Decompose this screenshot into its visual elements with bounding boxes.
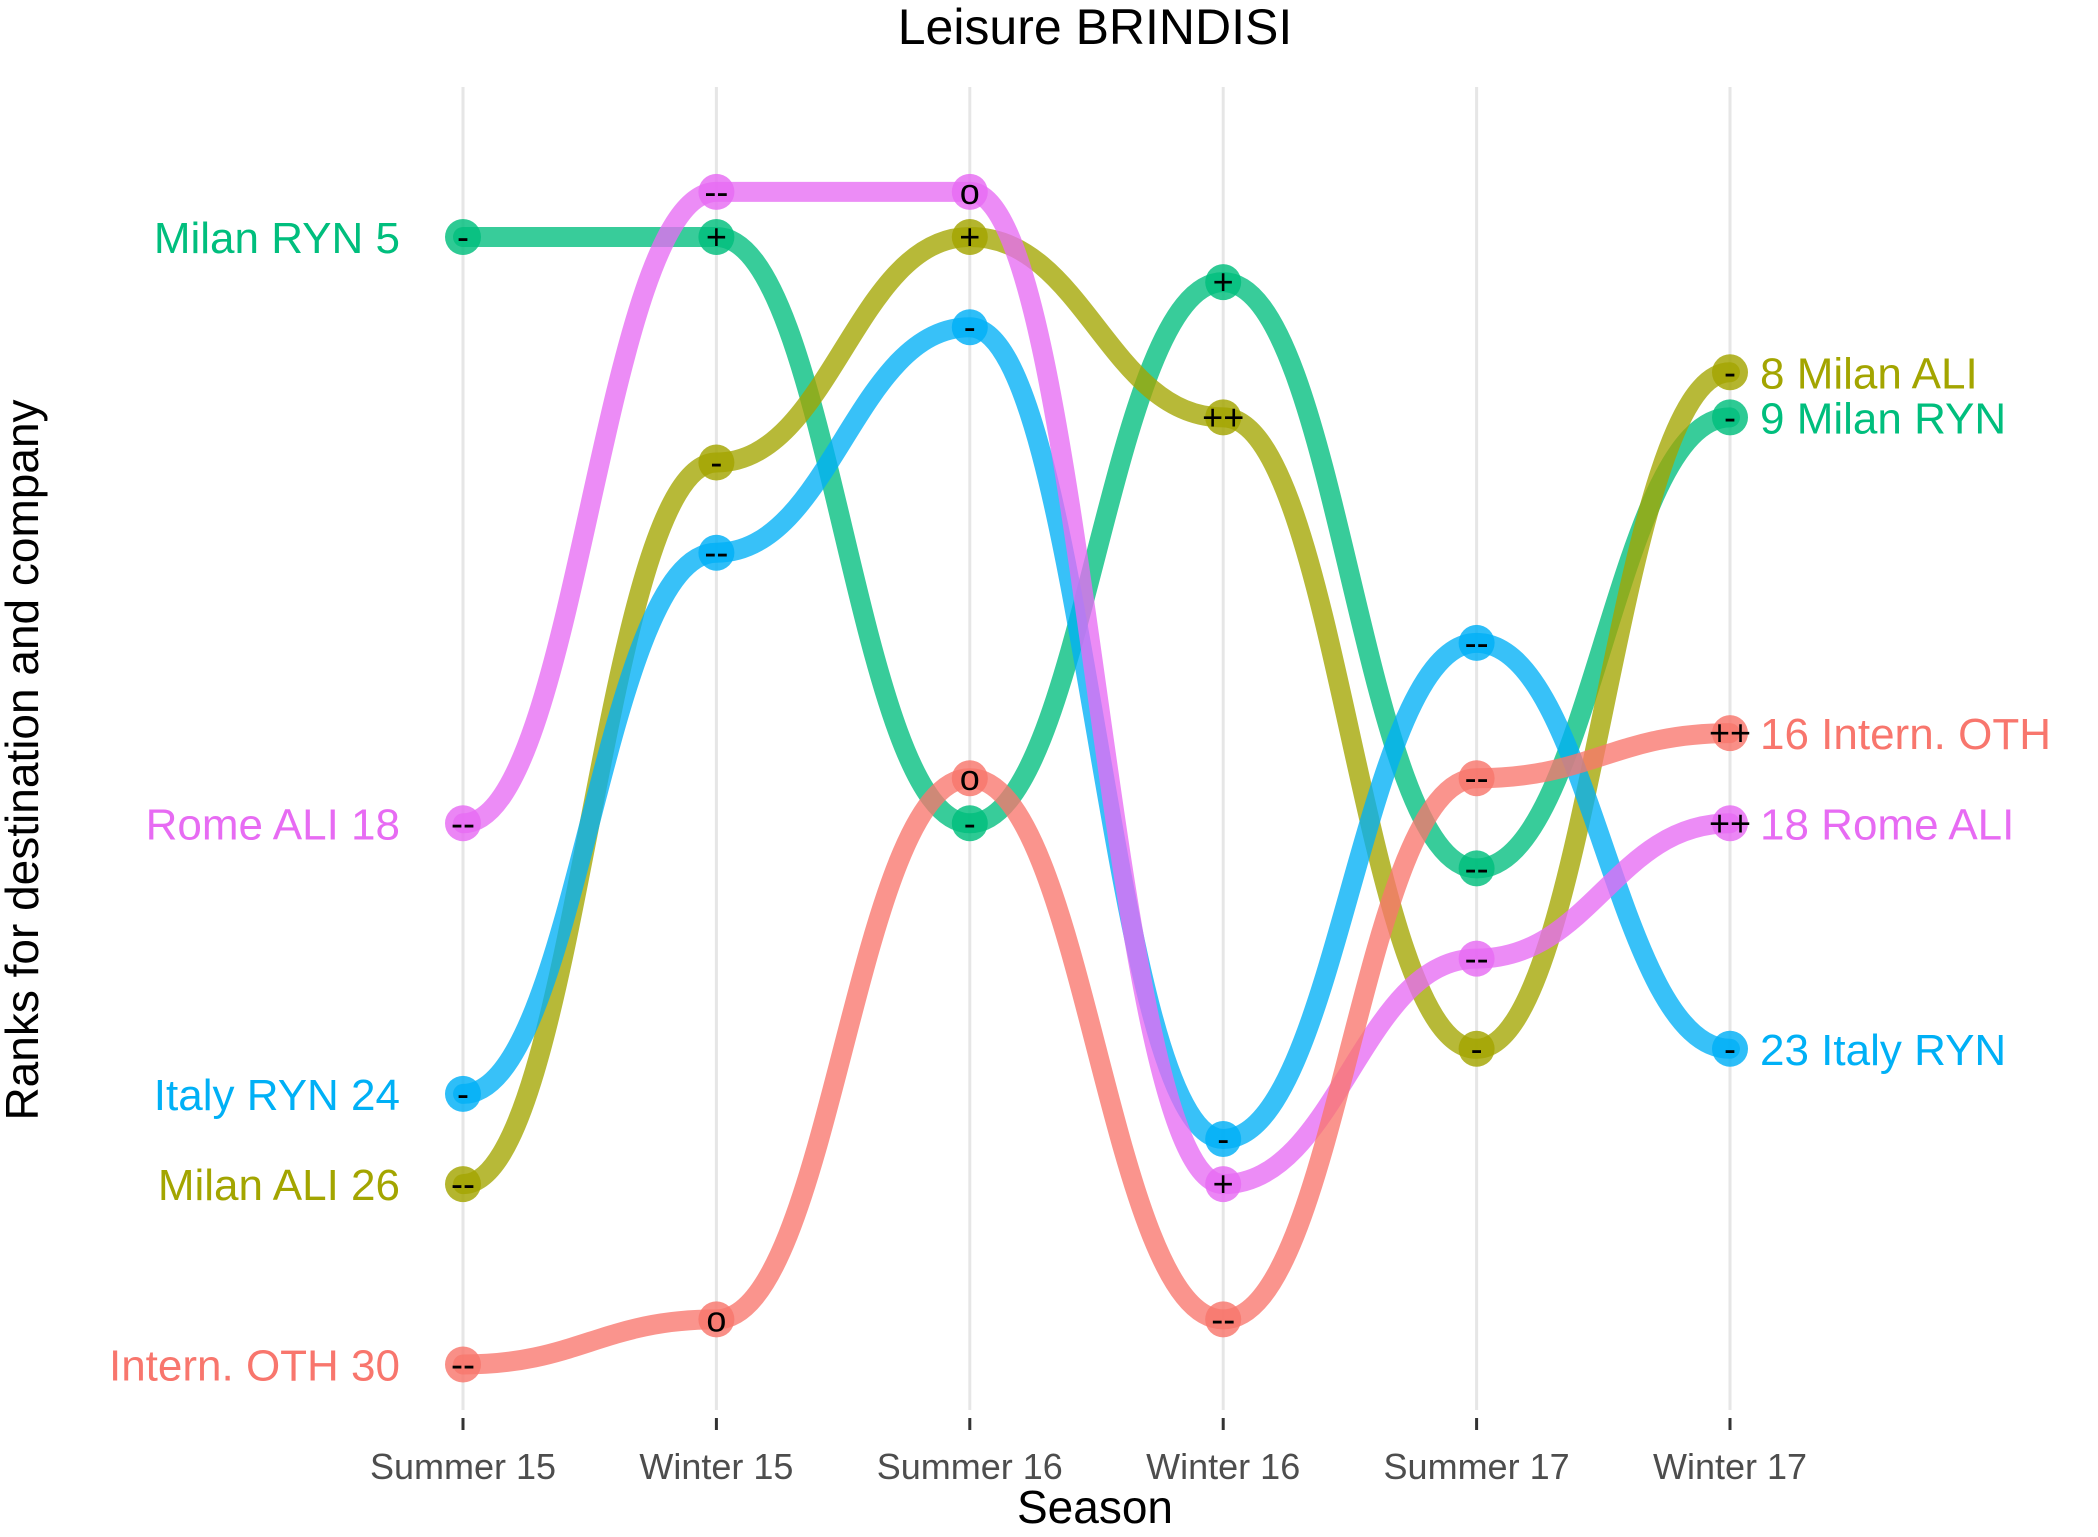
point-label: -- [451,802,475,843]
series-start-label: Rome ALI 18 [146,800,400,849]
point-label: ++ [1709,712,1751,753]
data-point [1458,850,1495,887]
data-point [1458,760,1495,797]
point-label: -- [451,1163,475,1204]
data-point [1205,1301,1242,1338]
x-tick-label: Winter 15 [639,1446,793,1487]
point-label: ++ [1709,802,1751,843]
data-point [951,173,988,210]
chart-title: Leisure BRINDISI [898,0,1293,55]
data-point [1712,805,1748,842]
series-end-label: 16 Intern. OTH [1760,710,2051,759]
data-point [1205,1166,1242,1203]
data-point [951,309,988,346]
data-point [698,444,735,481]
series-end-label: 23 Italy RYN [1760,1026,2006,1075]
point-label: + [1213,1163,1234,1204]
series-end-label: 9 Milan RYN [1760,394,2006,443]
y-axis-title: Ranks for destination and company [0,399,48,1120]
data-point [1458,1030,1495,1067]
point-label: o [706,1298,726,1339]
point-label: - [1724,1028,1736,1069]
point-label: - [964,802,976,843]
point-label: -- [1211,1298,1235,1339]
data-point [1712,715,1748,752]
data-point [951,219,988,255]
data-point [445,219,481,255]
data-point [698,1301,735,1338]
point-label: + [706,216,727,257]
data-point [1205,399,1242,436]
data-point [445,1346,481,1383]
point-label: -- [704,171,728,212]
series-start-label: Intern. OTH 30 [109,1342,400,1391]
point-label: -- [1465,938,1489,979]
data-point [445,1166,481,1203]
x-tick-label: Winter 17 [1653,1446,1807,1487]
point-label: - [1471,1028,1483,1069]
data-point [951,760,988,797]
point-label: - [964,306,976,347]
point-label: - [457,1073,469,1114]
series-line [453,227,1740,879]
point-label: o [960,757,980,798]
point-label: ++ [1202,396,1244,437]
point-label: - [457,216,469,257]
series-end-label: 8 Milan ALI [1760,349,1978,398]
point-label: o [960,171,980,212]
point-label: - [1217,1118,1229,1159]
data-point [1712,1030,1748,1067]
point-label: - [1724,351,1736,392]
x-tick-label: Summer 17 [1384,1446,1570,1487]
point-label: + [1213,261,1234,302]
data-point [445,805,481,842]
point-label: -- [704,532,728,573]
data-points: - +-+------+++-------------- o+--++--oo---… [445,171,1751,1385]
point-label: -- [1465,622,1489,663]
x-tick-label: Summer 15 [370,1446,556,1487]
point-label: -- [451,1344,475,1385]
point-label: -- [1465,847,1489,888]
data-point [1458,940,1495,977]
point-label: - [1724,396,1736,437]
x-axis-title: Season [1017,1481,1173,1533]
series-end-label: 18 Rome ALI [1760,800,2014,849]
series-start-label: Milan ALI 26 [158,1161,400,1210]
data-point [698,534,735,571]
series-start-label: Italy RYN 24 [154,1071,400,1120]
series-start-label: Milan RYN 5 [154,214,400,263]
data-point [1712,354,1748,391]
point-label: - [710,442,722,483]
x-tick-label: Summer 16 [877,1446,1063,1487]
data-point [698,219,735,255]
x-tick-label: Winter 16 [1146,1446,1300,1487]
data-point [1205,264,1242,301]
x-axis: Summer 15 Winter 15 Summer 16 Winter 16 Summ… [370,1418,1807,1487]
start-labels: Milan RYN 5 Milan ALI 26 Italy RYN 24 Rome … [109,214,400,1391]
data-point [1458,624,1495,661]
data-point [951,805,988,842]
point-label: -- [1465,757,1489,798]
data-point [1712,399,1748,436]
point-label: + [959,216,980,257]
data-point [1205,1121,1242,1157]
data-point [445,1075,481,1112]
data-point [698,173,735,210]
series-lines [453,181,1740,1375]
